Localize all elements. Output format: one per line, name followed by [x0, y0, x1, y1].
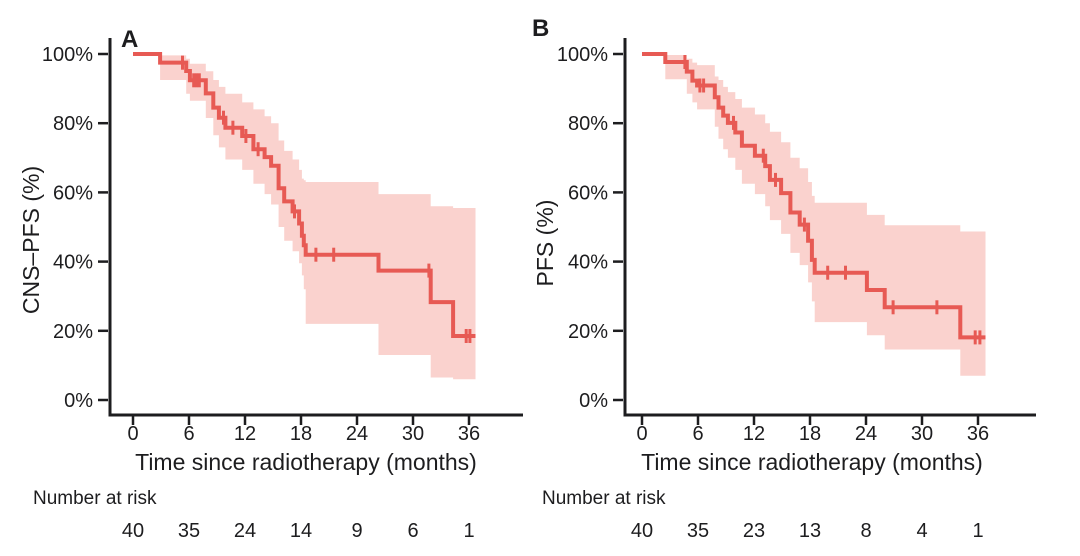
- panel-a-y-axis-title: CNS–PFS (%): [18, 166, 44, 314]
- panel-b-x-axis-title: Time since radiotherapy (months): [641, 449, 983, 475]
- panel-b-y-tick-label: 60%: [568, 182, 608, 204]
- panel-b-y-axis-title: PFS (%): [532, 200, 558, 287]
- panel-b-risk-count: 8: [860, 520, 871, 542]
- panel-b-risk-count: 1: [972, 520, 983, 542]
- panel-b-y-tick-label: 40%: [568, 252, 608, 274]
- panel-a-x-tick-label: 36: [458, 423, 480, 445]
- panel-a-y-tick-label: 0%: [64, 390, 93, 412]
- panel-a-risk-count: 1: [463, 520, 474, 542]
- panel-b-x-tick-label: 24: [855, 423, 877, 445]
- panel-a-risk-count: 6: [407, 520, 418, 542]
- panel-b-x-tick-label: 36: [967, 423, 989, 445]
- panel-a-x-tick-label: 0: [127, 423, 138, 445]
- panel-b-risk-count: 4: [916, 520, 927, 542]
- panel-a-plot-area: 100% 80% 60% 40% 20% 0% 0 6 12 18 24 30 36 40 35 24 14 9 6…: [42, 38, 523, 542]
- panel-b-km-curve: [642, 52, 986, 340]
- panel-b-risk-count: 13: [799, 520, 821, 542]
- panel-a-x-axis-title: Time since radiotherapy (months): [135, 449, 477, 475]
- panel-a-number-at-risk-label: Number at risk: [33, 488, 157, 509]
- panel-a-x-tick-label: 6: [183, 423, 194, 445]
- panel-a-label: A: [121, 26, 138, 53]
- panel-b: 100% 80% 60% 40% 20% 0% 0 6 12 18 24 30 36 40 35 23 13 8 4…: [532, 15, 1036, 542]
- panel-b-risk-count: 35: [687, 520, 709, 542]
- panel-b-ci-band: [665, 55, 986, 376]
- panel-a-risk-count: 24: [234, 520, 256, 542]
- panel-a-y-tick-label: 100%: [42, 44, 93, 66]
- panel-b-y-tick-label: 0%: [579, 390, 608, 412]
- panel-b-y-tick-label: 100%: [557, 44, 608, 66]
- panel-b-label: B: [532, 15, 549, 42]
- panel-a-risk-count: 40: [122, 520, 144, 542]
- panel-b-x-tick-label: 12: [743, 423, 765, 445]
- panel-a-x-tick-label: 30: [402, 423, 424, 445]
- panel-b-plot-area: 100% 80% 60% 40% 20% 0% 0 6 12 18 24 30 36 40 35 23 13 8 4…: [557, 38, 1036, 542]
- panel-a-y-tick-label: 40%: [53, 252, 93, 274]
- panel-b-x-tick-label: 0: [636, 423, 647, 445]
- panel-a-km-curve: [133, 52, 476, 338]
- panel-a-x-tick-label: 12: [234, 423, 256, 445]
- panel-b-risk-count: 40: [631, 520, 653, 542]
- panel-a: 100% 80% 60% 40% 20% 0% 0 6 12 18 24 30 36 40 35 24 14 9 6…: [18, 26, 523, 542]
- panel-b-y-tick-label: 80%: [568, 113, 608, 135]
- panel-a-y-tick-label: 80%: [53, 113, 93, 135]
- panel-a-y-tick-label: 20%: [53, 321, 93, 343]
- panel-b-x-tick-label: 6: [692, 423, 703, 445]
- panel-a-x-tick-label: 18: [290, 423, 312, 445]
- panel-b-x-tick-label: 30: [911, 423, 933, 445]
- panel-b-risk-count: 23: [743, 520, 765, 542]
- panel-a-risk-count: 9: [351, 520, 362, 542]
- panel-a-ci-band: [160, 55, 476, 380]
- panel-a-y-tick-label: 60%: [53, 182, 93, 204]
- panel-b-x-tick-label: 18: [799, 423, 821, 445]
- panel-a-risk-count: 35: [178, 520, 200, 542]
- panel-b-number-at-risk-label: Number at risk: [542, 488, 666, 509]
- panel-a-x-tick-label: 24: [346, 423, 368, 445]
- panel-b-y-tick-label: 20%: [568, 321, 608, 343]
- panel-a-risk-count: 14: [290, 520, 312, 542]
